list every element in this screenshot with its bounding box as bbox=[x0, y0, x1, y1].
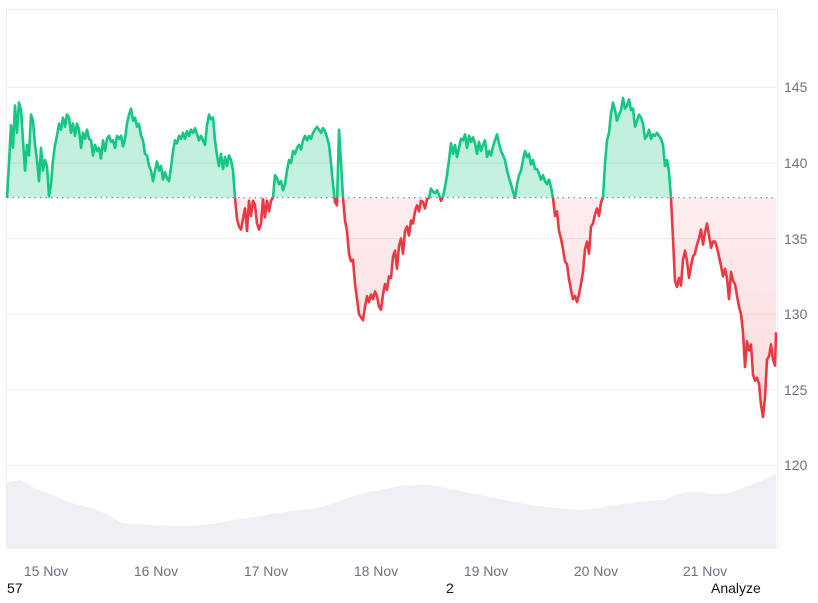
y-tick-label: 140 bbox=[784, 155, 808, 171]
y-tick-label: 120 bbox=[784, 457, 808, 474]
footer-left-value: 57 bbox=[7, 580, 23, 596]
y-tick-label: 135 bbox=[784, 230, 808, 247]
x-tick-label: 21 Nov bbox=[682, 563, 728, 579]
volume-area bbox=[7, 474, 776, 548]
x-tick-label: 18 Nov bbox=[353, 563, 399, 579]
y-tick-label: 130 bbox=[784, 306, 808, 323]
analyze-button[interactable]: Analyze bbox=[711, 580, 761, 596]
x-tick-label: 17 Nov bbox=[243, 563, 289, 579]
y-tick-label: 125 bbox=[784, 381, 808, 398]
x-tick-label: 20 Nov bbox=[573, 563, 619, 579]
price-line-up bbox=[5, 96, 673, 198]
footer-center-value: 2 bbox=[446, 580, 454, 596]
plot-area-border bbox=[6, 9, 778, 549]
x-tick-label: 15 Nov bbox=[23, 563, 69, 579]
price-line-down bbox=[6, 197, 778, 419]
x-tick-label: 19 Nov bbox=[463, 563, 509, 579]
y-tick-label: 145 bbox=[784, 79, 808, 96]
x-tick-label: 16 Nov bbox=[133, 563, 179, 579]
price-area-above-baseline bbox=[7, 98, 776, 198]
